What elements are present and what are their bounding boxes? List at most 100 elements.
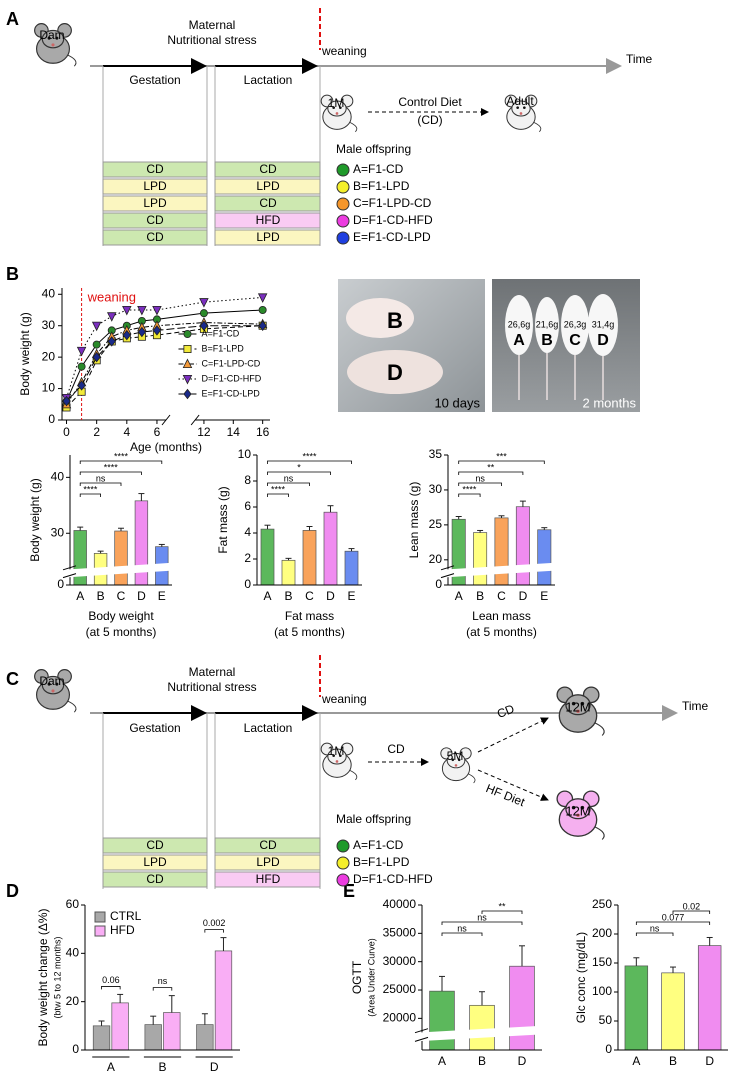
significance-label: **	[487, 462, 495, 472]
break-mark	[414, 1036, 429, 1042]
bar	[509, 965, 535, 1051]
x-axis-label: Body weight	[88, 609, 154, 623]
y-tick-label: 35	[429, 447, 443, 461]
y-tick-label: 0	[244, 577, 251, 591]
diet-label: LPD	[143, 179, 167, 193]
weight-label: 31,4g	[592, 319, 615, 329]
weight-label: 26,3g	[564, 319, 587, 329]
significance-bracket	[101, 986, 121, 990]
group-dot	[336, 197, 350, 211]
significance-label: **	[498, 901, 506, 911]
significance-label: ns	[477, 912, 487, 922]
panel-label: A	[6, 9, 19, 29]
dam-label: Dam	[39, 674, 64, 688]
significance-bracket	[267, 471, 331, 475]
bar	[214, 950, 233, 1051]
y-tick-label: 0	[48, 412, 55, 426]
period-label: Lactation	[244, 721, 293, 735]
significance-bracket	[635, 921, 711, 925]
x-tick-label: 0	[63, 425, 70, 439]
diet-box	[214, 837, 321, 854]
diet-box	[102, 178, 208, 195]
axis-break	[63, 562, 172, 578]
significance-bracket	[79, 493, 101, 497]
age-label: 12M	[565, 699, 590, 714]
weight-label: 26,6g	[508, 319, 531, 329]
break-mark	[440, 565, 455, 571]
marker	[92, 351, 101, 363]
y-tick-label: 0	[72, 1042, 79, 1056]
photo-label: D	[597, 332, 609, 349]
mouse-photo	[535, 297, 559, 353]
legend-label: A=F1-CD	[201, 328, 239, 338]
bar	[163, 1012, 181, 1051]
x-tick-label: 4	[123, 425, 130, 439]
y-tick-label: 60	[66, 897, 80, 911]
diet-label: CD	[146, 162, 164, 176]
bar	[624, 965, 649, 1051]
significance-label: ***	[496, 451, 507, 461]
marker	[258, 320, 267, 331]
marker	[258, 305, 267, 314]
y-axis-label: Body weight change (Δ%)	[36, 908, 50, 1046]
significance-label: ns	[457, 923, 467, 933]
marker	[77, 380, 86, 391]
x-tick-label: D	[519, 589, 528, 603]
break-mark	[414, 1028, 429, 1034]
marker	[152, 325, 162, 336]
diet-arrow	[477, 769, 549, 801]
group-label: D=F1-CD-HFD	[353, 213, 433, 227]
significance-bracket	[267, 493, 289, 497]
diet-label: HF Diet	[484, 781, 528, 809]
mouse-photo	[505, 295, 533, 355]
x-tick-label: C	[305, 589, 314, 603]
marker	[62, 395, 71, 407]
x-tick-label: D	[210, 1060, 219, 1074]
x-tick-label: 2	[93, 425, 100, 439]
significance-label: ns	[158, 976, 168, 986]
significance-label: 0.06	[102, 975, 120, 985]
legend-swatch	[94, 925, 106, 937]
group-dot	[336, 856, 350, 870]
diet-box	[214, 212, 321, 229]
photo-label: C	[569, 332, 581, 349]
stress-label: Nutritional stress	[167, 33, 256, 47]
x-tick-label: A	[455, 589, 463, 603]
y-tick-label: 25000	[383, 982, 417, 996]
significance-label: ****	[271, 484, 286, 494]
x-tick-label: D	[326, 589, 335, 603]
diet-box	[102, 212, 208, 229]
group-label: D=F1-CD-HFD	[353, 872, 433, 886]
age-label: 1M	[328, 744, 345, 758]
marker	[92, 340, 101, 349]
weight-label: 21,6g	[536, 319, 559, 329]
significance-bracket	[152, 987, 173, 991]
significance-label: ns	[650, 923, 660, 933]
diet-box	[214, 195, 321, 212]
significance-bracket	[481, 910, 523, 914]
diet-label: CD	[146, 838, 164, 852]
significance-label: 0.02	[683, 901, 701, 911]
x-tick-label: B	[669, 1054, 677, 1068]
period-label: Gestation	[129, 73, 180, 87]
significance-bracket	[458, 460, 545, 464]
axis-break	[441, 562, 555, 578]
group-dot	[336, 180, 350, 194]
significance-bracket	[458, 493, 481, 497]
x-axis-label: Lean mass	[472, 609, 531, 623]
marker	[107, 336, 116, 347]
y-tick-label: 25	[429, 517, 443, 531]
diet-label: CD	[146, 213, 164, 227]
x-tick-label: E	[347, 589, 355, 603]
significance-bracket	[635, 932, 674, 936]
diet-box	[102, 837, 208, 854]
group-dot	[336, 231, 350, 245]
weaning-label: weaning	[321, 692, 367, 706]
significance-bracket	[204, 929, 224, 933]
x-axis-label: (at 5 months)	[86, 625, 157, 639]
y-tick-label: 100	[592, 984, 612, 998]
x-tick-label: A	[263, 589, 271, 603]
panel-label: B	[6, 264, 19, 284]
y-tick-label: 8	[244, 473, 251, 487]
diet-label: LPD	[256, 855, 280, 869]
